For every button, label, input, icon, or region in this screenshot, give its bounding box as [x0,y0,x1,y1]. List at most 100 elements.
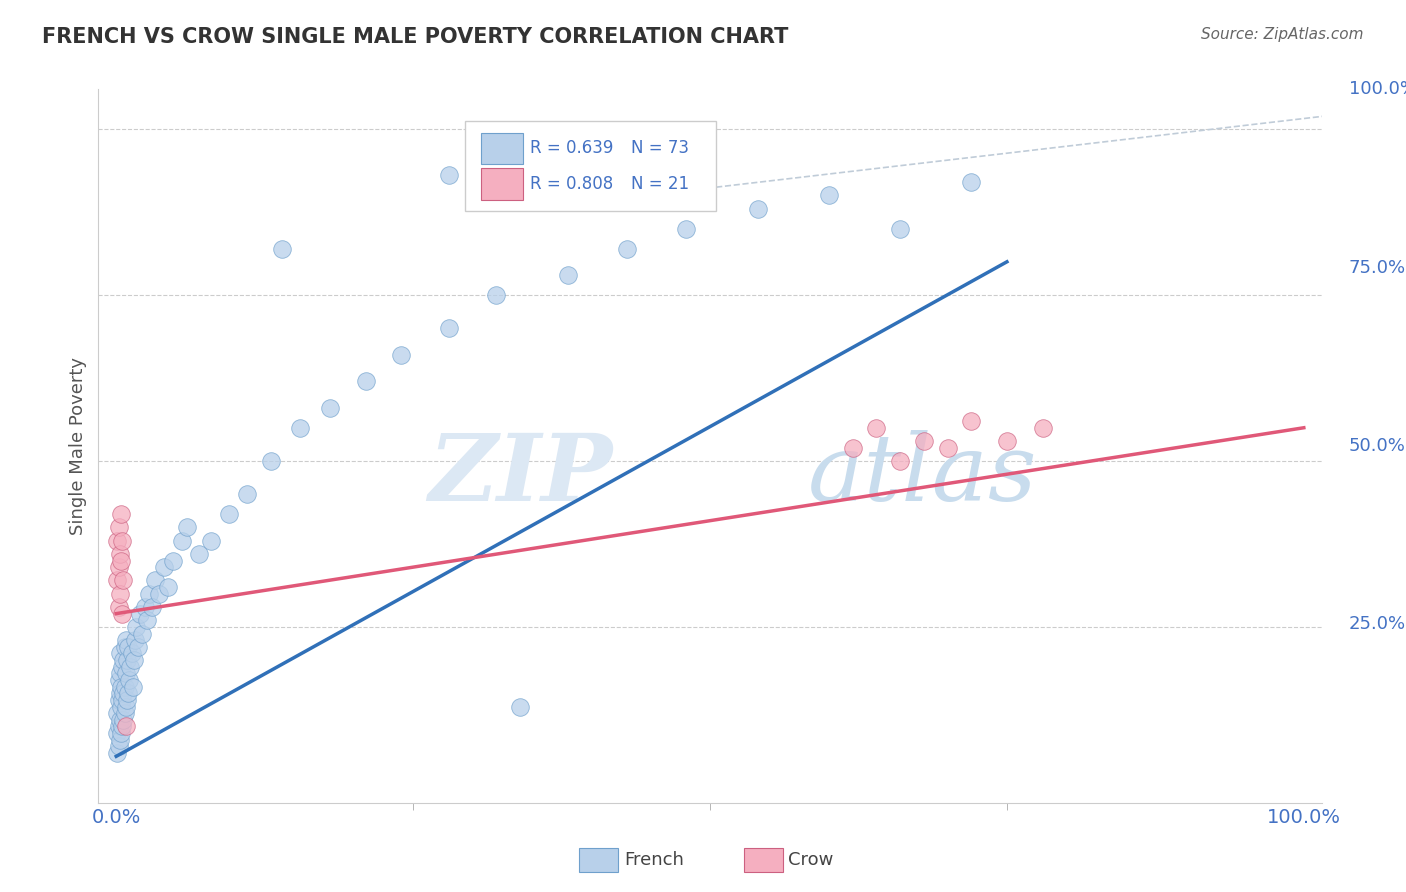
Text: Crow: Crow [789,851,834,869]
Text: 100.0%: 100.0% [1348,80,1406,98]
Point [176,520,198,534]
Point [148,587,170,601]
Text: 75.0%: 75.0% [1348,259,1406,277]
Point [107,706,129,721]
Text: atlas: atlas [808,430,1038,519]
Point [136,613,159,627]
Point [259,454,281,468]
Point [111,719,134,733]
Point [111,607,134,621]
Point [110,726,132,740]
Point [108,547,131,561]
Point [290,421,312,435]
Point [112,686,135,700]
Point [865,421,887,435]
Point [108,686,131,700]
FancyBboxPatch shape [465,121,716,211]
Point [107,599,129,614]
Point [107,726,129,740]
Text: FRENCH VS CROW SINGLE MALE POVERTY CORRELATION CHART: FRENCH VS CROW SINGLE MALE POVERTY CORRE… [42,27,789,46]
Point [141,599,163,614]
Point [107,574,129,588]
Point [121,647,143,661]
Point [912,434,935,448]
Point [115,653,138,667]
Point [134,599,156,614]
Point [114,719,136,733]
FancyBboxPatch shape [481,133,523,164]
Point [437,321,460,335]
Point [129,607,152,621]
Text: 50.0%: 50.0% [1348,437,1406,455]
Point [319,401,342,415]
Point [114,680,136,694]
Text: 25.0%: 25.0% [1348,615,1406,633]
Point [108,732,131,747]
Point [162,553,184,567]
Point [118,673,141,687]
Text: R = 0.639: R = 0.639 [530,139,613,157]
Point [122,653,145,667]
Point [108,647,131,661]
Point [127,640,149,654]
Point [841,441,863,455]
Point [747,202,769,216]
Point [117,686,139,700]
Point [236,487,259,501]
Point [675,221,697,235]
Point [960,175,983,189]
Point [616,242,638,256]
Point [114,699,136,714]
Point [889,221,911,235]
Point [107,560,129,574]
Point [108,666,131,681]
Point [117,640,139,654]
Point [157,580,180,594]
Text: French: French [624,851,685,869]
Point [170,533,193,548]
Text: N = 73: N = 73 [630,139,689,157]
Point [152,560,174,574]
Point [111,533,134,548]
Point [936,441,959,455]
Point [485,288,508,302]
Point [112,653,135,667]
Point [108,587,131,601]
Point [108,713,131,727]
Point [889,454,911,468]
Point [111,659,134,673]
Point [817,188,839,202]
Point [114,706,136,721]
Point [188,547,211,561]
Point [389,348,412,362]
Point [107,533,129,548]
Point [354,374,377,388]
Point [509,699,531,714]
Point [1032,421,1054,435]
Point [107,693,129,707]
Point [995,434,1018,448]
Point [125,620,148,634]
Point [112,574,135,588]
Text: N = 21: N = 21 [630,175,689,193]
Point [107,746,129,760]
FancyBboxPatch shape [579,847,619,872]
Text: ZIP: ZIP [427,430,612,519]
Point [131,626,153,640]
Point [271,242,294,256]
Point [114,640,136,654]
Point [115,693,138,707]
Point [124,633,146,648]
FancyBboxPatch shape [481,169,523,200]
Y-axis label: Single Male Poverty: Single Male Poverty [69,357,87,535]
Point [107,520,129,534]
Point [114,666,136,681]
Point [110,507,132,521]
Point [138,587,160,601]
Point [121,680,143,694]
FancyBboxPatch shape [744,847,783,872]
Point [110,553,132,567]
Point [120,659,142,673]
Point [107,739,129,754]
Text: R = 0.808: R = 0.808 [530,175,613,193]
